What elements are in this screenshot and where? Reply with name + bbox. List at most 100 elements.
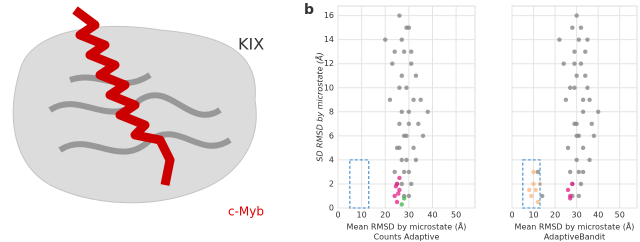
point [567,196,573,201]
point [567,85,573,90]
point [396,191,401,196]
panel-label: b [304,2,314,18]
point [392,49,397,54]
point [399,73,404,78]
x-tick-label: 30 [572,211,582,220]
chart-subtitle: AdaptiveBandit [544,233,605,242]
x-tick-label: 40 [593,211,603,220]
point [557,37,562,42]
point [399,109,404,115]
point [383,37,388,42]
point [574,157,579,163]
point [399,157,404,163]
point [399,181,404,187]
point [397,85,402,90]
x-tick-label: 20 [550,211,560,220]
point [580,145,586,151]
point [572,85,577,90]
x-tick-label: 20 [380,211,390,220]
x-tick-label: 50 [451,211,461,220]
point [397,145,402,151]
point [531,181,536,187]
point [585,85,590,90]
point [397,187,402,193]
point [574,133,579,139]
point [390,61,395,66]
x-tick-label: 30 [404,211,414,220]
y-tick-label: 6 [329,131,334,140]
point [394,199,400,205]
protein-illustration [12,6,257,204]
point [587,157,592,163]
plot-area [511,5,638,209]
point [596,109,601,115]
point [567,169,573,175]
point [574,73,579,78]
point [397,121,402,127]
point [411,97,416,102]
point [401,196,407,201]
point [399,37,404,42]
y-tick-label: 16 [324,11,334,20]
y-tick-label: 0 [329,204,334,213]
point [565,145,571,151]
point [570,181,575,187]
point [572,61,577,66]
point [406,121,412,127]
point [418,97,423,102]
point [578,25,584,30]
point [535,169,541,175]
point [406,109,412,115]
y-tick-label: 12 [324,59,334,68]
point [583,49,588,54]
x-axis-label: Mean RMSD by microstate (Å) [347,221,467,232]
protein-label: c-Myb [228,205,264,219]
point [580,97,586,102]
point [589,121,594,127]
point [539,193,545,199]
y-axis-label: SD RMSD by microstate (Å) [314,52,325,162]
point [570,25,575,30]
point [576,193,582,199]
point [576,37,582,42]
point [404,157,409,163]
point [406,169,412,175]
point [409,61,414,66]
x-tick-label: 10 [357,211,367,220]
y-tick-label: 4 [329,155,334,164]
x-tick-label: 0 [335,211,340,220]
point [416,121,421,127]
point [572,49,577,54]
point [404,133,409,139]
point [565,187,571,193]
x-tick-label: 0 [509,211,514,220]
point [397,13,402,18]
chart-subtitle: Counts Adaptive [374,233,440,242]
point [387,97,393,102]
highlight-box [349,159,370,209]
plot-area [337,5,476,209]
point [563,97,569,102]
point [393,184,399,189]
point [580,169,586,175]
x-axis-label: Mean RMSD by microstate (Å) [515,221,635,232]
point [580,109,586,115]
y-tick-label: 10 [324,83,334,92]
point [399,202,404,207]
point [529,193,534,199]
point [401,169,407,175]
point [406,25,412,30]
point [561,61,566,66]
protein-label: KIX [238,35,264,54]
point [583,73,588,78]
point [406,193,412,199]
point [576,169,582,175]
point [531,169,536,175]
point [392,169,397,175]
point [527,187,532,193]
point [574,121,579,127]
highlight-box [522,159,541,209]
point [587,97,592,102]
point [535,199,541,205]
